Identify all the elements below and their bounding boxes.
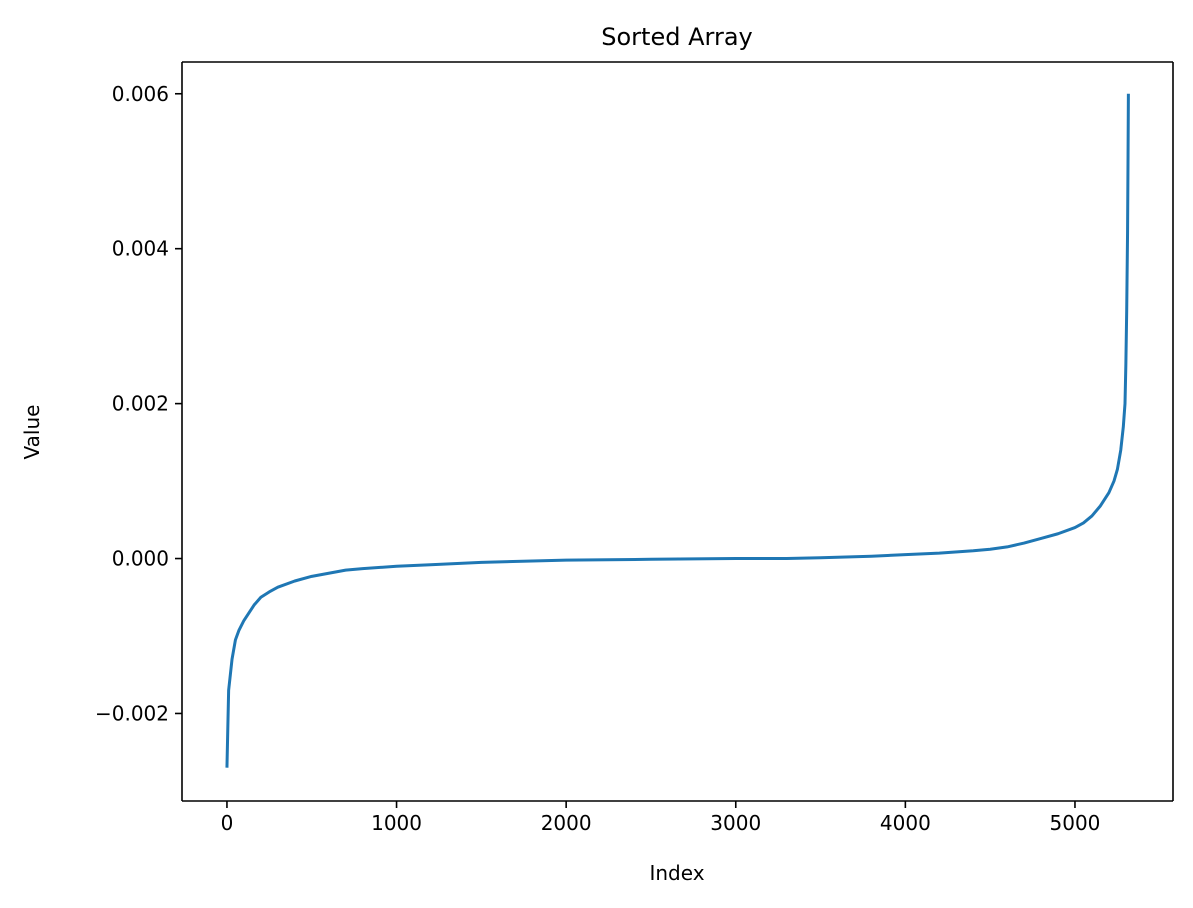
y-tick-label: 0.006 [112,82,169,106]
y-tick-label: −0.002 [95,701,169,725]
x-tick-label: 2000 [541,811,592,835]
chart-title: Sorted Array [601,23,752,51]
y-axis-title: Value [20,405,44,460]
y-tick-label: 0.002 [112,392,169,416]
y-tick-label: 0.004 [112,237,169,261]
y-tick-label: 0.000 [112,547,169,571]
x-tick-label: 5000 [1050,811,1101,835]
x-tick-label: 4000 [880,811,931,835]
x-tick-label: 0 [221,811,234,835]
x-tick-label: 1000 [371,811,422,835]
series-line-0 [225,93,1130,768]
x-axis-title: Index [649,861,704,885]
plot-area: 0 1000 2000 3000 4000 5000 −0.002 0.000 0.002 0.0… [95,61,1174,835]
x-tick-label: 3000 [710,811,761,835]
